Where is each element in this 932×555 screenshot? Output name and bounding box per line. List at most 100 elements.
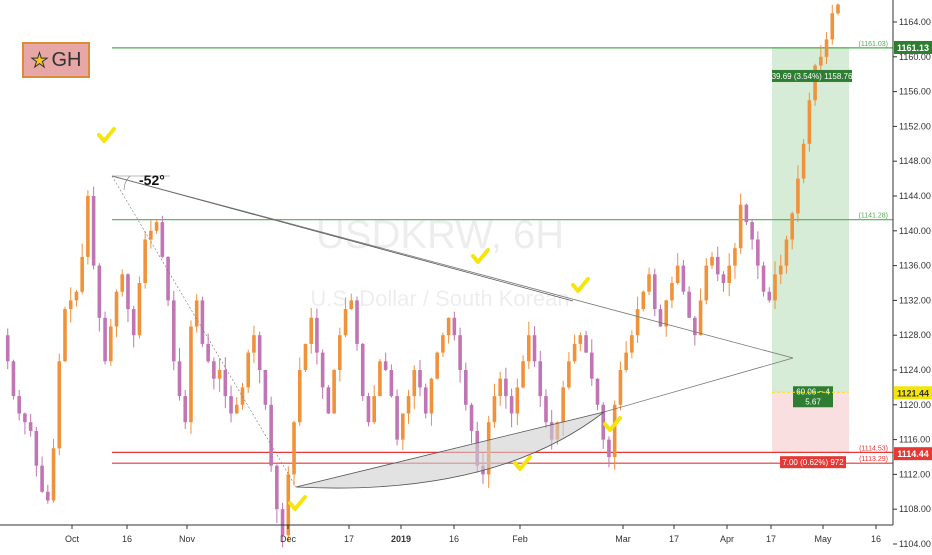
candle <box>589 352 594 379</box>
candle <box>498 378 502 397</box>
angle-label: -52° <box>139 172 165 188</box>
price-tick-label: 1156.00 <box>899 87 931 97</box>
candle <box>756 239 760 266</box>
candle <box>452 317 457 336</box>
candle <box>126 274 130 310</box>
candle <box>446 317 451 336</box>
candle <box>46 491 50 501</box>
check-icon <box>97 127 116 143</box>
candle <box>710 256 714 266</box>
candle <box>504 378 508 397</box>
candle <box>355 300 359 344</box>
candle <box>526 335 531 362</box>
candle <box>618 370 623 405</box>
candle <box>217 370 222 379</box>
trend-line-diagonal <box>111 175 297 488</box>
candle <box>292 422 296 475</box>
candle <box>561 387 565 423</box>
price-marker-bg <box>894 40 932 54</box>
candle <box>343 309 348 336</box>
candle <box>675 265 680 283</box>
time-tick-label: Nov <box>179 534 196 544</box>
candle <box>641 291 646 310</box>
candle <box>418 370 422 388</box>
candle <box>824 39 829 57</box>
candle <box>544 396 548 423</box>
candle <box>836 4 840 14</box>
candle <box>567 361 571 388</box>
candle <box>423 387 428 414</box>
candle <box>91 196 96 266</box>
candle <box>28 422 33 431</box>
level-label: (1141.28) <box>859 213 888 220</box>
candle <box>280 509 285 536</box>
candle <box>149 230 153 240</box>
level-label: (1161.03) <box>859 41 888 48</box>
candle <box>807 100 812 144</box>
stop-label: 7.00 (0.62%) 972 <box>782 458 844 467</box>
candle <box>790 213 794 240</box>
candle <box>349 300 354 310</box>
candle <box>601 404 606 440</box>
candle <box>11 361 16 397</box>
price-marker: 1114.44 <box>897 449 929 459</box>
candle <box>223 370 228 397</box>
candle <box>40 465 44 492</box>
candle <box>704 265 709 301</box>
candle <box>458 335 462 370</box>
candle <box>750 222 754 240</box>
candle <box>338 335 342 370</box>
logo-text: GH <box>51 48 82 71</box>
candle <box>97 265 102 318</box>
price-tick-label: 1124.00 <box>899 365 931 375</box>
watermark-description: U.S. Dollar / South Korean <box>310 286 569 311</box>
check-icon <box>288 495 307 511</box>
price-tick-label: 1160.00 <box>899 52 931 62</box>
trend-line-lower <box>603 357 794 413</box>
candle <box>86 196 90 257</box>
candle <box>200 300 205 344</box>
time-tick-label: 2019 <box>391 534 411 544</box>
candle <box>383 361 388 370</box>
watermark-symbol: USDKRW, 6H <box>316 213 564 257</box>
time-tick-label: 16 <box>871 534 881 544</box>
candle <box>57 361 62 449</box>
candle <box>360 343 365 397</box>
candle <box>5 335 10 362</box>
candle <box>778 265 783 275</box>
candle <box>801 143 806 179</box>
candle <box>572 343 577 362</box>
candle <box>464 370 468 405</box>
candle <box>315 317 319 353</box>
candle <box>830 13 835 40</box>
angle-arc <box>123 175 131 191</box>
time-tick-label: 16 <box>122 534 132 544</box>
candle <box>698 300 703 336</box>
time-tick-label: May <box>814 534 832 544</box>
candle <box>23 413 27 423</box>
time-tick-label: Apr <box>720 534 734 544</box>
candle <box>784 239 789 266</box>
time-tick-label: Feb <box>512 534 528 544</box>
candle <box>183 396 188 423</box>
trend-line-upper <box>111 175 794 359</box>
candle <box>664 300 669 327</box>
candle <box>257 335 262 370</box>
candle <box>160 222 165 257</box>
candle <box>326 387 331 414</box>
stop-label-bg <box>780 456 846 469</box>
candle <box>727 265 732 283</box>
candle <box>320 352 325 388</box>
price-marker-bg <box>894 386 932 400</box>
candle <box>177 361 182 397</box>
gh-logo: ★ GH <box>22 42 90 78</box>
candle <box>521 361 525 388</box>
candle <box>441 335 445 353</box>
price-tick-label: 1132.00 <box>899 295 931 305</box>
candle <box>131 309 136 336</box>
candle <box>538 361 543 397</box>
candle <box>246 352 251 388</box>
candle <box>658 309 663 327</box>
